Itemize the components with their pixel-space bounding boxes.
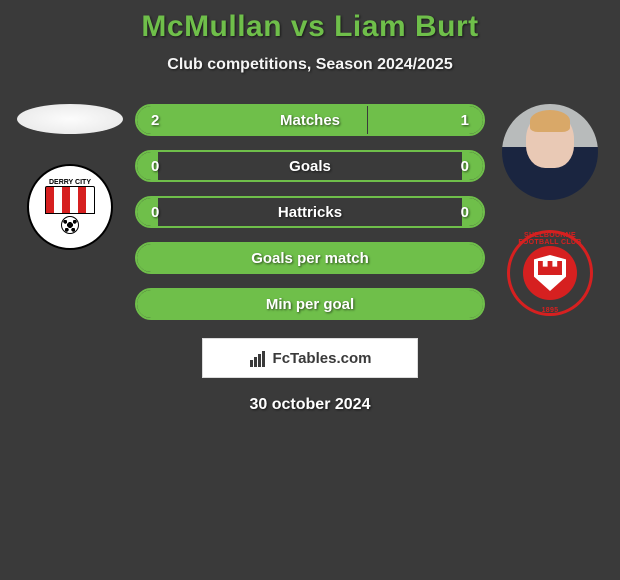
page-title: McMullan vs Liam Burt (141, 10, 478, 44)
stat-bar: 0 0 Goals (135, 150, 485, 182)
stat-label: Hattricks (278, 204, 342, 221)
bar-chart-icon (249, 349, 269, 367)
stats-column: 2 1 Matches 0 0 Goals 0 0 Hattricks Goals per mat… (135, 104, 485, 320)
stat-label: Goals (289, 158, 331, 175)
club-logo-left: DERRY CITY (27, 164, 113, 250)
stat-label: Min per goal (266, 296, 354, 313)
stat-value-left: 2 (151, 112, 159, 129)
main-row: DERRY CITY 2 1 Matches 0 0 Goals 0 0 Hattricks Go… (0, 104, 620, 320)
stat-value-right: 0 (461, 204, 469, 221)
comparison-card: McMullan vs Liam Burt Club competitions,… (0, 0, 620, 414)
stat-bar: 0 0 Hattricks (135, 196, 485, 228)
stat-value-right: 0 (461, 158, 469, 175)
watermark[interactable]: FcTables.com (202, 338, 418, 378)
stat-bar: Min per goal (135, 288, 485, 320)
left-column: DERRY CITY (10, 104, 130, 250)
stat-value-left: 0 (151, 158, 159, 175)
right-column: SHELBOURNE FOOTBALL CLUB 1895 (490, 104, 610, 316)
club-logo-right: SHELBOURNE FOOTBALL CLUB 1895 (507, 230, 593, 316)
stat-label: Matches (280, 112, 340, 129)
player-photo-left (17, 104, 123, 134)
stat-bar: Goals per match (135, 242, 485, 274)
date: 30 october 2024 (250, 396, 371, 414)
stat-label: Goals per match (251, 250, 369, 267)
subtitle: Club competitions, Season 2024/2025 (167, 56, 452, 74)
club-year-right: 1895 (507, 307, 593, 314)
watermark-text: FcTables.com (273, 350, 372, 367)
derry-stripes-icon (45, 186, 95, 214)
stat-value-left: 0 (151, 204, 159, 221)
shield-icon (534, 255, 566, 291)
soccer-ball-icon (61, 216, 79, 234)
club-name-right-top: SHELBOURNE FOOTBALL CLUB (507, 232, 593, 246)
player-photo-right (502, 104, 598, 200)
stat-bar: 2 1 Matches (135, 104, 485, 136)
stat-value-right: 1 (461, 112, 469, 129)
club-name-left-top: DERRY CITY (49, 178, 91, 186)
